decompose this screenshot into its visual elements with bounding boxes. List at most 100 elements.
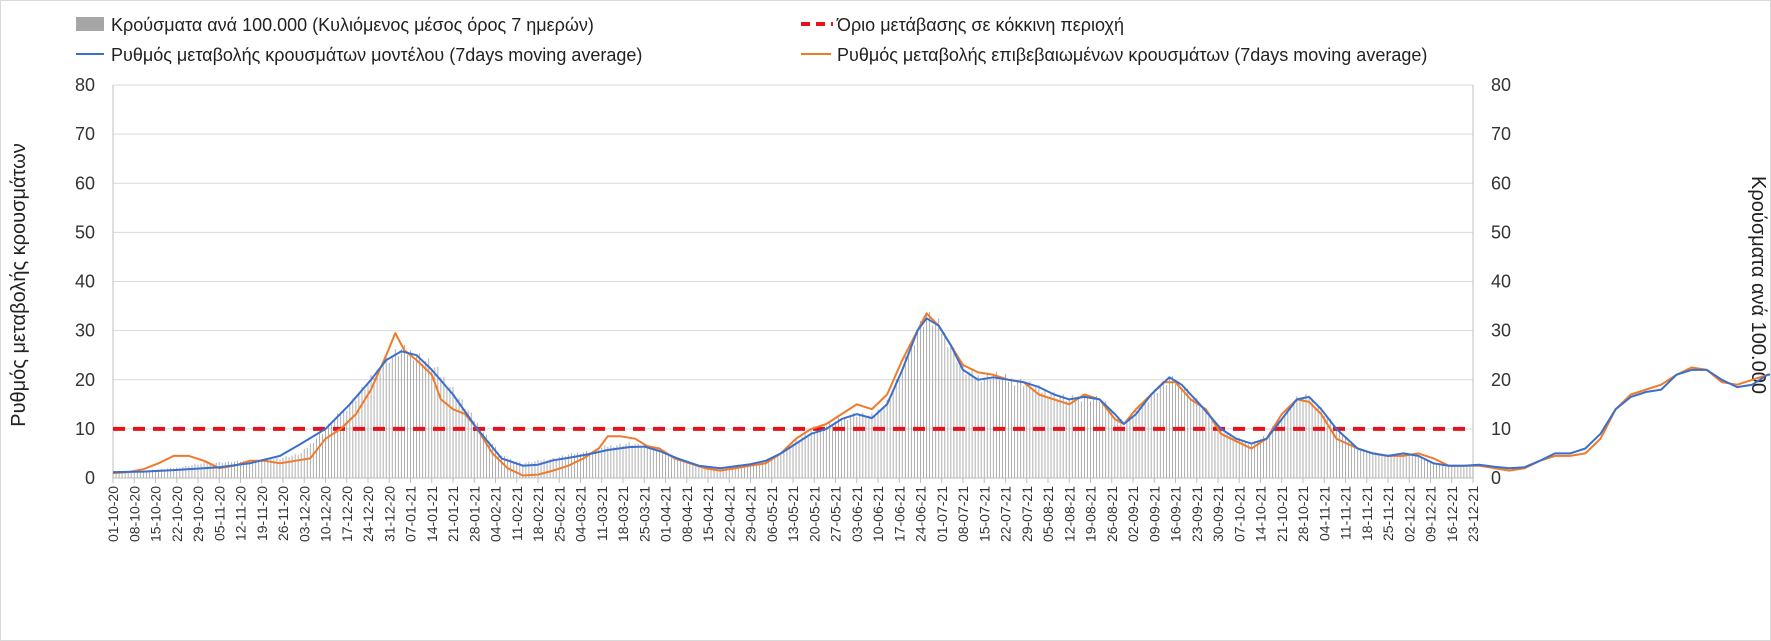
bar	[1460, 465, 1462, 478]
x-tick-label: 25-11-21	[1380, 486, 1396, 541]
bar	[1423, 459, 1425, 478]
bar	[907, 356, 909, 478]
bar	[668, 454, 669, 478]
x-tick-label: 21-10-21	[1274, 486, 1290, 542]
bar	[753, 462, 754, 478]
bar	[391, 356, 393, 478]
bar	[695, 464, 697, 478]
y-axis-title-left: Ρυθμός μεταβολής κρουσμάτων	[8, 143, 30, 427]
bar	[1011, 378, 1013, 478]
bar	[142, 470, 144, 478]
bar	[868, 415, 870, 478]
bar	[543, 459, 545, 478]
bar	[971, 369, 973, 478]
bar	[1032, 389, 1034, 478]
bar	[485, 434, 487, 478]
bar	[616, 445, 618, 478]
bar	[227, 461, 229, 478]
bar	[762, 460, 764, 478]
y-tick-label-left: 40	[75, 272, 95, 292]
bar	[209, 462, 211, 478]
y-tick-label-right: 80	[1491, 75, 1511, 95]
bar	[1047, 396, 1049, 478]
bar	[810, 430, 812, 478]
bar	[1220, 427, 1222, 478]
x-tick-label: 18-02-21	[530, 486, 546, 542]
bar	[221, 462, 223, 478]
bar	[346, 410, 348, 478]
bar	[725, 467, 727, 478]
y-tick-label-right: 50	[1491, 222, 1511, 242]
y-tick-label-right: 20	[1491, 370, 1511, 390]
bar	[115, 472, 117, 478]
bar	[501, 455, 503, 478]
bar	[825, 426, 827, 478]
bar	[671, 454, 673, 478]
y-tick-label-right: 40	[1491, 272, 1511, 292]
legend-label-threshold: Όριο μετάβασης σε κόκκινη περιοχή	[836, 15, 1124, 35]
bar	[589, 452, 591, 478]
bar	[479, 430, 481, 478]
x-tick-label: 10-12-20	[318, 486, 334, 542]
bar	[470, 412, 472, 478]
x-tick-label: 10-06-21	[870, 486, 886, 542]
bar	[1175, 384, 1176, 478]
bar	[325, 428, 326, 478]
bar	[1372, 452, 1374, 478]
bar	[1014, 385, 1016, 478]
bar	[1436, 463, 1438, 478]
bar	[643, 445, 645, 478]
bar	[1150, 395, 1152, 478]
bar	[361, 386, 363, 478]
bar	[586, 451, 588, 478]
bar	[1080, 401, 1082, 478]
bar	[1272, 425, 1274, 478]
bar	[926, 315, 928, 478]
bar	[1090, 401, 1091, 478]
bar	[932, 325, 934, 478]
bar	[124, 472, 126, 478]
bar	[1029, 381, 1031, 478]
y-tick-label-left: 20	[75, 370, 95, 390]
bar	[786, 447, 788, 478]
bar	[1332, 426, 1334, 478]
bar	[1077, 396, 1079, 478]
bar	[880, 411, 882, 478]
bar	[962, 365, 964, 478]
bar	[722, 468, 724, 478]
bar	[388, 362, 390, 478]
bar	[913, 345, 915, 478]
bar	[1451, 465, 1453, 478]
bar	[1096, 395, 1098, 478]
bar	[1217, 425, 1219, 478]
bar	[145, 470, 147, 478]
bar	[473, 420, 475, 478]
bar	[476, 422, 478, 478]
bar	[206, 463, 208, 478]
y-tick-label-right: 60	[1491, 173, 1511, 193]
bar	[136, 470, 138, 478]
bar	[246, 461, 248, 478]
bar	[992, 374, 994, 478]
bar	[1417, 456, 1419, 478]
bar	[1238, 437, 1240, 478]
x-tick-label: 15-10-20	[148, 486, 164, 542]
bar	[1123, 426, 1125, 478]
y-tick-label-right: 70	[1491, 124, 1511, 144]
bar	[853, 413, 855, 478]
x-tick-label: 31-12-20	[381, 486, 397, 542]
bar	[947, 347, 949, 478]
bar	[1129, 415, 1131, 478]
bar	[704, 465, 706, 478]
bar	[1202, 407, 1204, 478]
bar	[595, 448, 597, 478]
bar	[455, 397, 457, 478]
bar	[795, 439, 797, 478]
bar	[294, 453, 296, 478]
bar	[1108, 409, 1110, 478]
bar	[698, 466, 700, 478]
bar	[431, 368, 433, 478]
bar	[318, 433, 320, 478]
bar	[598, 449, 600, 478]
bar	[331, 424, 333, 478]
